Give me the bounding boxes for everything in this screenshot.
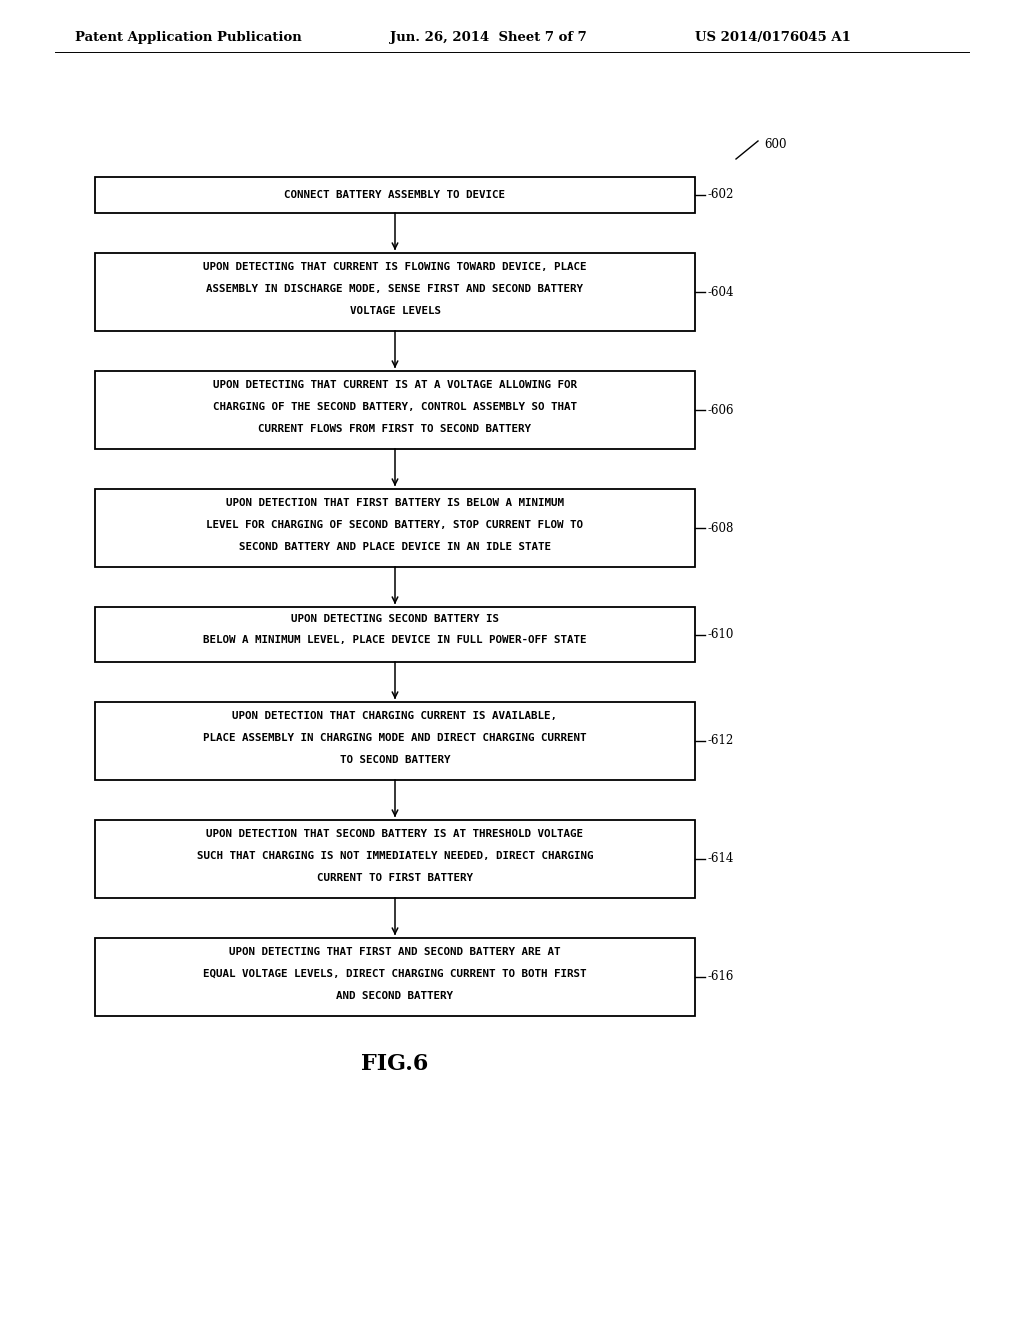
Text: -608: -608: [707, 521, 733, 535]
Text: VOLTAGE LEVELS: VOLTAGE LEVELS: [349, 306, 440, 315]
Text: PLACE ASSEMBLY IN CHARGING MODE AND DIRECT CHARGING CURRENT: PLACE ASSEMBLY IN CHARGING MODE AND DIRE…: [203, 733, 587, 743]
Text: Patent Application Publication: Patent Application Publication: [75, 30, 302, 44]
Text: UPON DETECTION THAT SECOND BATTERY IS AT THRESHOLD VOLTAGE: UPON DETECTION THAT SECOND BATTERY IS AT…: [207, 829, 584, 840]
Text: UPON DETECTING THAT FIRST AND SECOND BATTERY ARE AT: UPON DETECTING THAT FIRST AND SECOND BAT…: [229, 948, 561, 957]
Text: UPON DETECTION THAT CHARGING CURRENT IS AVAILABLE,: UPON DETECTION THAT CHARGING CURRENT IS …: [232, 711, 557, 721]
Text: -606: -606: [707, 404, 733, 417]
Text: -602: -602: [707, 189, 733, 202]
Text: UPON DETECTING THAT CURRENT IS FLOWING TOWARD DEVICE, PLACE: UPON DETECTING THAT CURRENT IS FLOWING T…: [203, 263, 587, 272]
FancyBboxPatch shape: [95, 820, 695, 898]
FancyBboxPatch shape: [95, 607, 695, 663]
Text: TO SECOND BATTERY: TO SECOND BATTERY: [340, 755, 451, 764]
Text: -612: -612: [707, 734, 733, 747]
Text: 600: 600: [764, 139, 786, 152]
Text: UPON DETECTING THAT CURRENT IS AT A VOLTAGE ALLOWING FOR: UPON DETECTING THAT CURRENT IS AT A VOLT…: [213, 380, 577, 391]
FancyBboxPatch shape: [95, 371, 695, 449]
Text: Jun. 26, 2014  Sheet 7 of 7: Jun. 26, 2014 Sheet 7 of 7: [390, 30, 587, 44]
FancyBboxPatch shape: [95, 702, 695, 780]
Text: FIG.6: FIG.6: [361, 1053, 429, 1074]
FancyBboxPatch shape: [95, 488, 695, 568]
Text: CONNECT BATTERY ASSEMBLY TO DEVICE: CONNECT BATTERY ASSEMBLY TO DEVICE: [285, 190, 506, 201]
Text: EQUAL VOLTAGE LEVELS, DIRECT CHARGING CURRENT TO BOTH FIRST: EQUAL VOLTAGE LEVELS, DIRECT CHARGING CU…: [203, 969, 587, 979]
Text: UPON DETECTION THAT FIRST BATTERY IS BELOW A MINIMUM: UPON DETECTION THAT FIRST BATTERY IS BEL…: [226, 499, 564, 508]
FancyBboxPatch shape: [95, 177, 695, 213]
Text: BELOW A MINIMUM LEVEL, PLACE DEVICE IN FULL POWER-OFF STATE: BELOW A MINIMUM LEVEL, PLACE DEVICE IN F…: [203, 635, 587, 644]
Text: SUCH THAT CHARGING IS NOT IMMEDIATELY NEEDED, DIRECT CHARGING: SUCH THAT CHARGING IS NOT IMMEDIATELY NE…: [197, 851, 593, 861]
Text: US 2014/0176045 A1: US 2014/0176045 A1: [695, 30, 851, 44]
FancyBboxPatch shape: [95, 253, 695, 331]
Text: CURRENT TO FIRST BATTERY: CURRENT TO FIRST BATTERY: [317, 873, 473, 883]
Text: -610: -610: [707, 628, 733, 642]
FancyBboxPatch shape: [95, 939, 695, 1016]
Text: CURRENT FLOWS FROM FIRST TO SECOND BATTERY: CURRENT FLOWS FROM FIRST TO SECOND BATTE…: [258, 424, 531, 434]
Text: CHARGING OF THE SECOND BATTERY, CONTROL ASSEMBLY SO THAT: CHARGING OF THE SECOND BATTERY, CONTROL …: [213, 403, 577, 412]
Text: AND SECOND BATTERY: AND SECOND BATTERY: [337, 991, 454, 1001]
Text: ASSEMBLY IN DISCHARGE MODE, SENSE FIRST AND SECOND BATTERY: ASSEMBLY IN DISCHARGE MODE, SENSE FIRST …: [207, 284, 584, 294]
Text: -616: -616: [707, 970, 733, 983]
Text: -614: -614: [707, 853, 733, 866]
Text: UPON DETECTING SECOND BATTERY IS: UPON DETECTING SECOND BATTERY IS: [291, 614, 499, 623]
Text: LEVEL FOR CHARGING OF SECOND BATTERY, STOP CURRENT FLOW TO: LEVEL FOR CHARGING OF SECOND BATTERY, ST…: [207, 520, 584, 531]
Text: -604: -604: [707, 285, 733, 298]
Text: SECOND BATTERY AND PLACE DEVICE IN AN IDLE STATE: SECOND BATTERY AND PLACE DEVICE IN AN ID…: [239, 541, 551, 552]
